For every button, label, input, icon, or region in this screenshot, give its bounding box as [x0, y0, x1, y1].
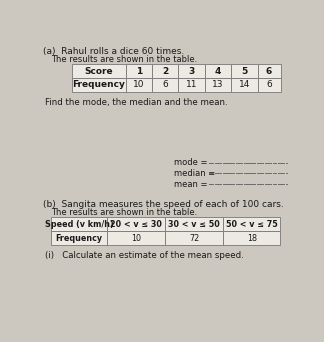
Text: Find the mode, the median and the mean.: Find the mode, the median and the mean. — [45, 98, 228, 107]
Text: 18: 18 — [247, 234, 257, 243]
Bar — [126, 78, 152, 92]
Bar — [231, 64, 258, 78]
Bar — [107, 231, 165, 245]
Text: 50 < v ≤ 75: 50 < v ≤ 75 — [226, 220, 278, 229]
Text: The results are shown in the table.: The results are shown in the table. — [51, 208, 198, 217]
Text: 10: 10 — [133, 80, 145, 89]
Bar — [205, 64, 231, 78]
Text: 14: 14 — [239, 80, 250, 89]
Text: 2: 2 — [162, 67, 168, 76]
Text: mean =: mean = — [174, 180, 207, 189]
Bar — [165, 231, 224, 245]
Bar — [152, 78, 179, 92]
Bar — [165, 218, 224, 231]
Text: Frequency: Frequency — [72, 80, 125, 89]
Bar — [224, 218, 280, 231]
Text: 1: 1 — [136, 67, 142, 76]
Text: 20 < v ≤ 30: 20 < v ≤ 30 — [110, 220, 162, 229]
Text: median =: median = — [174, 169, 215, 178]
Text: (a)  Rahul rolls a dice 60 times.: (a) Rahul rolls a dice 60 times. — [43, 47, 184, 56]
Text: 4: 4 — [215, 67, 221, 76]
Bar — [72, 64, 126, 78]
Text: 13: 13 — [212, 80, 224, 89]
Text: mode =: mode = — [174, 158, 207, 167]
Bar — [231, 78, 258, 92]
Text: (b)  Sangita measures the speed of each of 100 cars.: (b) Sangita measures the speed of each o… — [43, 200, 284, 209]
Bar — [72, 78, 126, 92]
Text: Speed (v km/h): Speed (v km/h) — [45, 220, 114, 229]
Text: 30 < v ≤ 50: 30 < v ≤ 50 — [168, 220, 220, 229]
Bar — [205, 78, 231, 92]
Text: 6: 6 — [266, 80, 272, 89]
Bar — [107, 218, 165, 231]
Text: 5: 5 — [241, 67, 248, 76]
Bar — [51, 218, 107, 231]
Bar — [51, 231, 107, 245]
Bar — [258, 78, 281, 92]
Text: (i)   Calculate an estimate of the mean speed.: (i) Calculate an estimate of the mean sp… — [45, 251, 244, 260]
Text: Score: Score — [84, 67, 113, 76]
Bar — [179, 64, 205, 78]
Bar — [126, 64, 152, 78]
Text: 11: 11 — [186, 80, 197, 89]
Text: Frequency: Frequency — [56, 234, 103, 243]
Bar — [152, 64, 179, 78]
Bar — [224, 231, 280, 245]
Text: 6: 6 — [162, 80, 168, 89]
Bar — [179, 78, 205, 92]
Bar — [258, 64, 281, 78]
Text: 10: 10 — [131, 234, 141, 243]
Text: 72: 72 — [189, 234, 200, 243]
Text: 3: 3 — [189, 67, 195, 76]
Text: The results are shown in the table.: The results are shown in the table. — [51, 55, 198, 64]
Text: 6: 6 — [266, 67, 272, 76]
